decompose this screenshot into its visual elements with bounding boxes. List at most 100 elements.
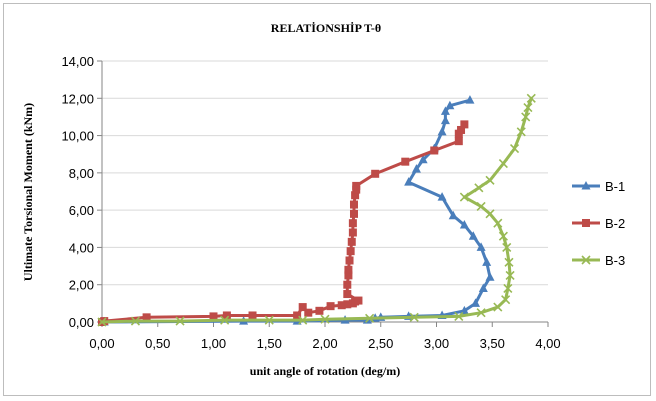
data-point-b-3 <box>474 183 484 193</box>
grid-lines <box>97 60 549 327</box>
data-point-b-2 <box>326 302 335 311</box>
data-point-b-1 <box>440 106 450 115</box>
data-point-b-3 <box>485 209 495 219</box>
data-point-b-2 <box>348 228 357 237</box>
series-line-b-1 <box>100 98 492 324</box>
data-point-b-3 <box>493 218 503 228</box>
data-point-b-2 <box>222 311 231 320</box>
legend-label-b-1: B-1 <box>605 179 625 194</box>
x-tick-labels: 0,00 0,50 1,00 1,50 2,00 2,50 3,00 3,50 4,00 <box>89 336 560 351</box>
y-tick-label: 12,00 <box>61 91 94 106</box>
x-tick-label: 2,50 <box>368 336 393 351</box>
axes <box>101 61 548 323</box>
data-point-b-3 <box>526 93 536 103</box>
data-point-b-3 <box>498 231 508 241</box>
legend-entry-b-2: B-2 <box>572 216 625 231</box>
data-point-b-2 <box>346 247 355 256</box>
legend-marker-b-1 <box>581 181 591 190</box>
x-tick-label: 0,50 <box>145 336 170 351</box>
data-point-b-3 <box>365 313 375 323</box>
data-point-b-3 <box>409 312 419 322</box>
legend-marker-b-3 <box>581 255 591 265</box>
y-tick-label: 6,00 <box>69 203 94 218</box>
y-tick-labels: 0,00 2,00 4,00 6,00 8,00 10,00 12,00 14,00 <box>61 54 94 330</box>
data-point-b-3 <box>97 317 107 327</box>
data-point-b-2 <box>344 265 353 274</box>
series-line-b-2 <box>100 122 466 324</box>
data-point-b-2 <box>349 209 358 218</box>
data-point-b-3 <box>454 311 464 321</box>
data-point-b-2 <box>344 271 353 280</box>
x-axis-label: unit angle of rotation (deg/m) <box>250 364 400 378</box>
data-point-b-3 <box>505 270 515 280</box>
y-axis-label: Ultimate Torsional Moment (kNm) <box>21 103 35 281</box>
data-point-b-1 <box>476 242 486 251</box>
data-point-b-2 <box>298 303 307 312</box>
x-tick-label: 0,00 <box>89 336 114 351</box>
data-point-b-3 <box>503 283 513 294</box>
data-point-b-1 <box>440 115 450 125</box>
data-point-b-3 <box>516 127 526 137</box>
data-point-b-1 <box>482 257 492 266</box>
data-point-b-2 <box>454 137 463 146</box>
data-point-b-2 <box>304 308 313 317</box>
data-point-b-2 <box>460 120 469 129</box>
data-point-b-1 <box>418 154 428 164</box>
data-point-b-2 <box>351 191 360 200</box>
chart-frame <box>3 3 651 396</box>
data-point-b-3 <box>501 295 511 305</box>
y-tick-label: 8,00 <box>69 166 94 181</box>
data-point-b-2 <box>352 181 361 190</box>
legend-entry-b-1: B-1 <box>572 179 625 194</box>
x-tick-label: 2,00 <box>312 336 337 351</box>
data-point-b-2 <box>142 313 151 322</box>
data-point-b-1 <box>465 95 475 104</box>
data-point-b-2 <box>457 125 466 134</box>
data-point-b-3 <box>502 242 512 252</box>
x-tick-label: 3,50 <box>480 336 505 351</box>
data-point-b-3 <box>320 314 330 324</box>
data-point-b-1 <box>437 126 447 136</box>
data-point-b-3 <box>476 308 486 318</box>
legend: B-1 B-2 B-3 <box>572 179 625 268</box>
legend-entry-b-3: B-3 <box>572 253 625 268</box>
y-tick-label: 4,00 <box>69 240 94 255</box>
data-point-b-1 <box>485 272 495 281</box>
legend-label-b-2: B-2 <box>605 216 625 231</box>
data-point-b-1 <box>478 283 488 292</box>
data-point-b-2 <box>315 306 324 315</box>
data-point-b-2 <box>209 312 218 321</box>
series-plot-area <box>97 93 536 327</box>
data-point-b-3 <box>175 316 185 326</box>
chart-title: RELATİONSHİP T-θ <box>271 21 381 35</box>
data-point-b-2 <box>348 219 357 228</box>
data-point-b-3 <box>523 103 533 113</box>
data-point-b-3 <box>220 315 230 325</box>
data-point-b-3 <box>498 158 508 169</box>
data-point-b-1 <box>471 298 481 307</box>
data-point-b-1 <box>437 192 447 201</box>
data-point-b-1 <box>404 177 414 186</box>
data-point-b-2 <box>347 237 356 246</box>
data-point-b-2 <box>349 200 358 209</box>
y-tick-label: 0,00 <box>69 315 94 330</box>
data-point-b-3 <box>485 175 495 185</box>
data-point-b-2 <box>345 256 354 265</box>
data-point-b-2 <box>343 300 352 309</box>
legend-label-b-3: B-3 <box>605 253 625 268</box>
data-point-b-3 <box>264 315 274 325</box>
data-point-b-2 <box>343 290 352 299</box>
series-b-3 <box>97 93 536 327</box>
data-point-b-2 <box>430 146 439 155</box>
data-point-b-2 <box>371 169 380 178</box>
data-point-b-3 <box>476 201 486 211</box>
data-point-b-2 <box>248 311 257 320</box>
data-point-b-1 <box>468 231 478 240</box>
data-point-b-3 <box>298 315 308 325</box>
y-tick-label: 14,00 <box>61 54 94 69</box>
data-point-b-2 <box>337 301 346 310</box>
data-point-b-1 <box>448 210 458 220</box>
y-tick-label: 2,00 <box>69 278 94 293</box>
series-b-2 <box>98 120 469 326</box>
